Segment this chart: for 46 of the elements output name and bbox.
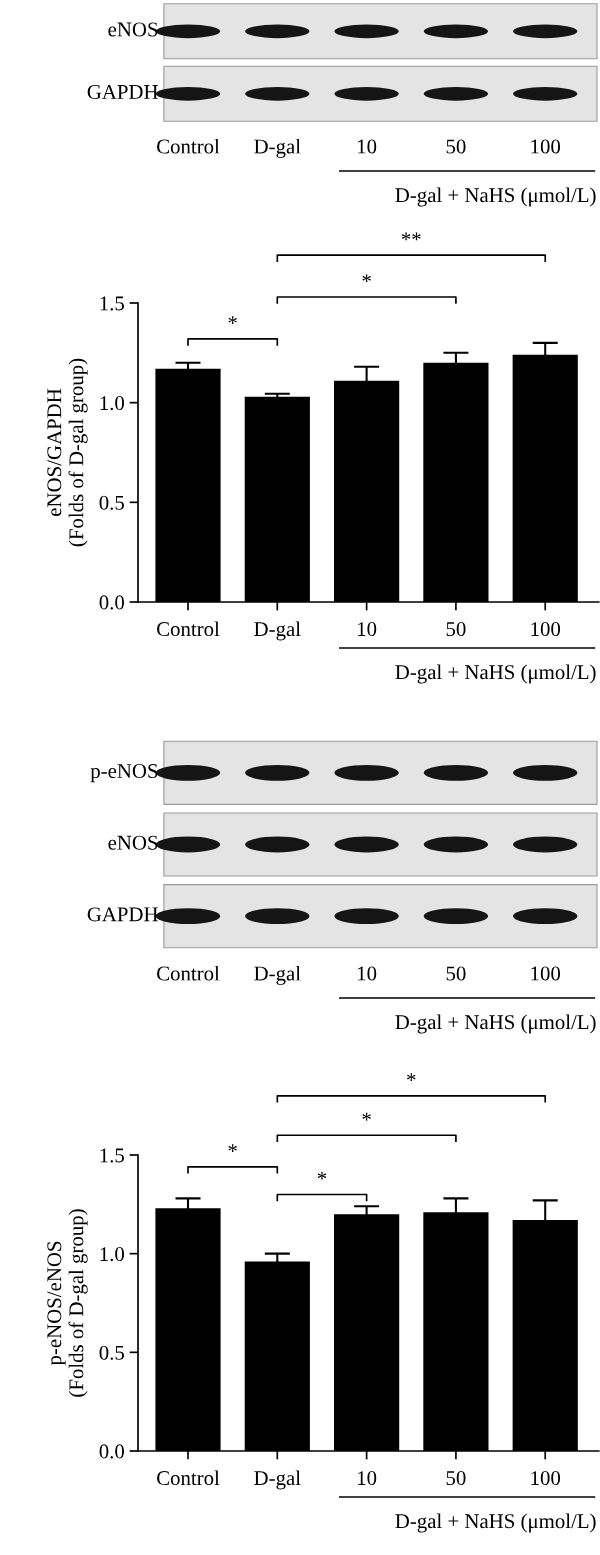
text: *	[407, 1073, 416, 1081]
x-axis-title: D-gal + NaHS (μmol/L)	[395, 1513, 596, 1533]
x-tick-label: 10	[358, 1471, 377, 1486]
text: eNOS	[108, 835, 158, 850]
y-tick-label: 0.0	[99, 1444, 125, 1459]
x-tick-label: 100	[531, 622, 561, 637]
category-label: 50	[446, 966, 466, 981]
text: **	[401, 232, 421, 241]
y-tick-label: 0.0	[99, 595, 125, 610]
x-tick-label: 50	[446, 622, 466, 637]
category-label: 10	[358, 966, 377, 981]
text: *	[228, 1144, 237, 1152]
text: *	[362, 1112, 371, 1121]
text: GAPDH	[87, 907, 158, 922]
text: p-eNOS	[90, 764, 158, 783]
category-label: 100	[531, 139, 561, 154]
category-label: D-gal	[254, 965, 301, 985]
x-tick-label: 10	[358, 622, 377, 637]
y-tick-label: 1.0	[100, 1247, 125, 1262]
annotation: *	[317, 1171, 327, 1180]
text: eNOS	[108, 22, 158, 37]
text: GAPDH	[87, 84, 158, 99]
x-tick-label: D-gal	[254, 1470, 301, 1490]
category-label: Control	[157, 138, 220, 154]
category-label: 100	[531, 966, 561, 981]
y-axis-title: eNOS/GAPDH (Folds of D-gal group)	[47, 358, 88, 547]
annotation: *	[228, 316, 237, 324]
text: *	[362, 274, 371, 283]
x-tick-label: Control	[157, 1470, 220, 1486]
text: D-gal + NaHS (μmol/L)	[395, 187, 596, 207]
x-axis-title: D-gal + NaHS (μmol/L)	[395, 664, 596, 684]
x-tick-label: Control	[157, 621, 220, 637]
category-label: 10	[358, 139, 377, 154]
y-axis-title: p-eNOS/eNOS (Folds of D-gal group)	[47, 1209, 88, 1397]
y-tick-label: 1.5	[100, 296, 124, 311]
x-tick-label: D-gal	[254, 621, 301, 641]
text: D-gal + NaHS (μmol/L)	[395, 1014, 596, 1034]
y-tick-label: 1.0	[100, 396, 125, 411]
y-tick-label: 1.5	[100, 1148, 124, 1163]
y-tick-label: 0.5	[99, 495, 124, 510]
category-label: 50	[446, 139, 466, 154]
y-tick-label: 0.5	[99, 1345, 124, 1360]
category-label: Control	[157, 965, 220, 981]
category-label: D-gal	[254, 138, 301, 158]
x-tick-label: 100	[531, 1471, 561, 1486]
x-tick-label: 50	[446, 1471, 466, 1486]
